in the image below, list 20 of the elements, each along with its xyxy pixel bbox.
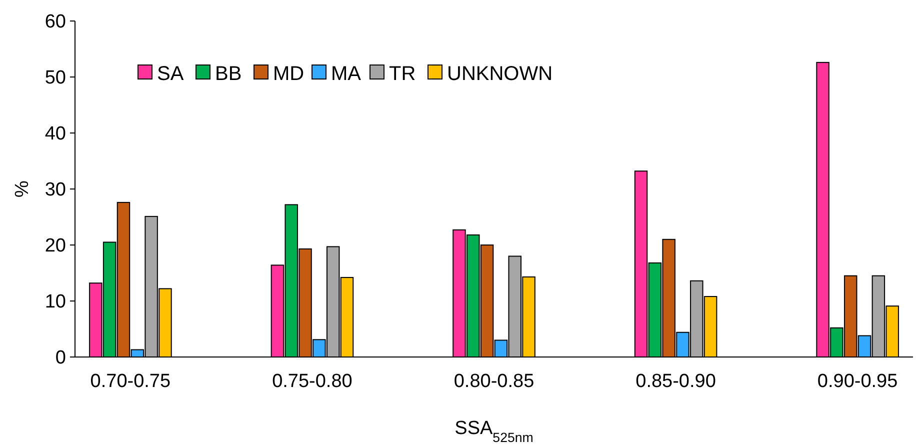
legend-label: SA (157, 63, 184, 85)
x-tick-label: 0.80-0.85 (454, 371, 534, 392)
y-tick-label: 10 (44, 292, 66, 313)
x-tick-label: 0.70-0.75 (90, 371, 171, 392)
y-axis-title: % (12, 180, 33, 198)
y-tick-label: 0 (55, 348, 66, 369)
x-tick-label: 0.75-0.80 (272, 371, 352, 392)
y-tick-label: 30 (44, 180, 66, 201)
legend-label: BB (215, 63, 242, 85)
x-axis-title: SSA$_{525nm}$ (454, 418, 534, 444)
y-tick-label: 40 (44, 124, 66, 145)
x-tick-label: 0.85-0.90 (636, 371, 716, 392)
y-tick-label: 50 (44, 68, 66, 89)
legend-label: MD (273, 63, 304, 85)
legend-label: UNKNOWN (447, 63, 553, 85)
legend-label: TR (389, 63, 416, 85)
x-tick-label: 0.90-0.95 (817, 371, 898, 392)
y-tick-label: 60 (44, 12, 66, 33)
y-tick-label: 20 (44, 236, 66, 257)
legend-label: MA (331, 63, 362, 85)
